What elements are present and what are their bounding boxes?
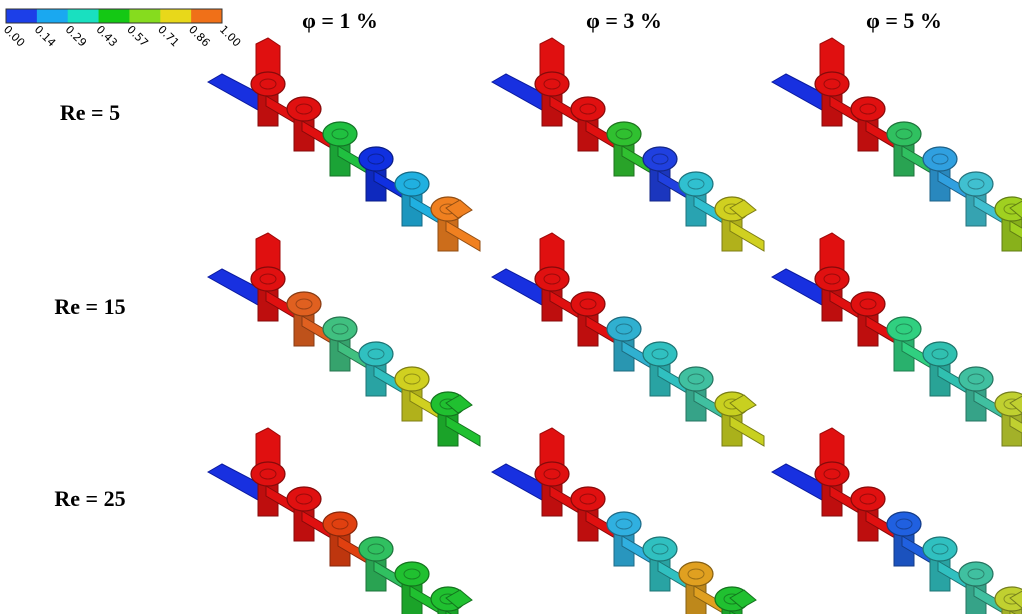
mixer-chamber (851, 292, 885, 316)
mixer-chamber (535, 462, 569, 486)
mixer-chamber (571, 292, 605, 316)
mixer-chamber (395, 562, 429, 586)
mixer-chamber (923, 342, 957, 366)
mixer-chamber (679, 562, 713, 586)
colorbar-tick-label: 0.14 (32, 23, 59, 50)
mixer (492, 428, 764, 614)
row-label: Re = 15 (54, 294, 125, 319)
mixer-chamber (959, 367, 993, 391)
mixer (208, 233, 480, 446)
mixer-chamber (395, 172, 429, 196)
mixer-chamber (923, 537, 957, 561)
colorbar-segment (191, 9, 222, 23)
row-label: Re = 5 (60, 100, 120, 125)
figure: 0.000.140.290.430.570.710.861.00 φ = 1 %… (0, 0, 1022, 614)
mixer-chamber (679, 367, 713, 391)
mixer-chamber (643, 147, 677, 171)
mixer (772, 38, 1022, 251)
mixer-chamber (287, 487, 321, 511)
mixer-chamber (323, 512, 357, 536)
mixer-chamber (395, 367, 429, 391)
mixer-chamber (815, 462, 849, 486)
mixer (208, 428, 480, 614)
mixer-chamber (323, 317, 357, 341)
mixer (772, 233, 1022, 446)
mixer (492, 233, 764, 446)
mixer-chamber (959, 562, 993, 586)
mixer-chamber (607, 317, 641, 341)
mixer-chamber (607, 122, 641, 146)
column-header: φ = 5 % (866, 8, 942, 33)
column-header: φ = 3 % (586, 8, 662, 33)
column-header: φ = 1 % (302, 8, 378, 33)
mixer-chamber (287, 97, 321, 121)
mixer-chamber (887, 512, 921, 536)
colorbar-tick-label: 0.71 (155, 23, 182, 50)
mixer-chamber (571, 97, 605, 121)
mixer-grid (208, 38, 1022, 614)
mixer-chamber (359, 147, 393, 171)
mixer-chamber (251, 267, 285, 291)
mixer-chamber (535, 72, 569, 96)
colorbar-tick-label: 0.29 (63, 23, 90, 50)
mixer-chamber (851, 487, 885, 511)
mixer-chamber (959, 172, 993, 196)
mixer-chamber (359, 537, 393, 561)
mixer (208, 38, 480, 251)
mixer-chamber (535, 267, 569, 291)
mixer (492, 38, 764, 251)
colorbar-segment (99, 9, 130, 23)
colorbar-tick-label: 1.00 (217, 23, 244, 50)
mixer-chamber (887, 317, 921, 341)
colorbar-tick-label: 0.57 (124, 23, 151, 50)
mixer-chamber (287, 292, 321, 316)
row-label: Re = 25 (54, 486, 125, 511)
mixer-chamber (851, 97, 885, 121)
mixer (772, 428, 1022, 614)
mixer-chamber (815, 72, 849, 96)
mixer-chamber (251, 462, 285, 486)
colorbar-segment (129, 9, 160, 23)
mixer-chamber (923, 147, 957, 171)
mixer-chamber (643, 537, 677, 561)
mixer-chamber (815, 267, 849, 291)
mixer-chamber (359, 342, 393, 366)
mixer-chamber (251, 72, 285, 96)
mixer-chamber (607, 512, 641, 536)
colorbar-segment (160, 9, 191, 23)
colorbar-segment (68, 9, 99, 23)
colorbar-tick-label: 0.43 (93, 23, 120, 50)
colorbar-tick-label: 0.00 (1, 23, 28, 50)
mixer-chamber (323, 122, 357, 146)
colorbar-segment (37, 9, 68, 23)
mixer-chamber (643, 342, 677, 366)
mixer-chamber (679, 172, 713, 196)
colorbar-tick-label: 0.86 (186, 23, 213, 50)
mixer-chamber (571, 487, 605, 511)
colorbar-segment (6, 9, 37, 23)
mixer-chamber (887, 122, 921, 146)
